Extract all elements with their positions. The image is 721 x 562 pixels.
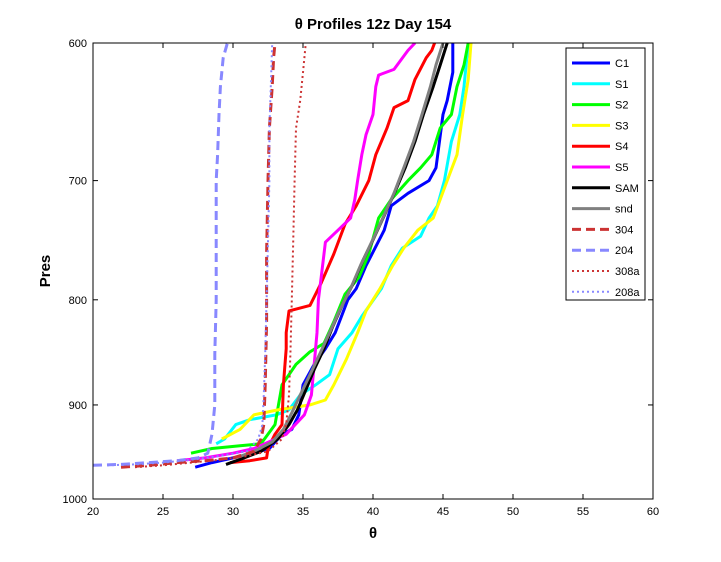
- legend-label-308a: 308a: [615, 266, 640, 278]
- legend-entry-304: 304: [572, 224, 633, 236]
- y-tick-label-800: 800: [69, 295, 87, 307]
- legend-label-S2: S2: [615, 100, 628, 112]
- series-line-snd: [235, 43, 445, 460]
- x-tick-label-55: 55: [577, 506, 589, 518]
- legend-entry-snd: snd: [572, 204, 633, 216]
- legend-entry-S2: S2: [572, 100, 628, 112]
- legend-label-snd: snd: [615, 204, 633, 216]
- legend: C1 S1 S2 S3 S4 S5 SAM snd 304 204 308a 208a: [565, 47, 646, 301]
- x-tick-label-25: 25: [157, 506, 169, 518]
- legend-entry-204: 204: [572, 245, 633, 257]
- legend-label-S1: S1: [615, 79, 628, 91]
- series-line-208a: [106, 43, 274, 467]
- y-tick-label-600: 600: [69, 38, 87, 50]
- legend-label-S3: S3: [615, 120, 628, 132]
- x-axis-label: θ: [369, 525, 377, 542]
- y-axis-label: Pres: [37, 255, 54, 288]
- legend-entry-208a: 208a: [572, 287, 640, 299]
- y-tick-label-900: 900: [69, 400, 87, 412]
- series-line-S3: [221, 43, 473, 441]
- chart-title: θ Profiles 12z Day 154: [295, 16, 452, 33]
- legend-entry-S1: S1: [572, 79, 628, 91]
- y-tick-label-1000: 1000: [63, 494, 87, 506]
- y-tick-label-700: 700: [69, 176, 87, 188]
- x-tick-label-20: 20: [87, 506, 99, 518]
- x-tick-label-45: 45: [437, 506, 449, 518]
- legend-label-204: 204: [615, 245, 633, 257]
- legend-box: [565, 47, 646, 301]
- legend-label-SAM: SAM: [615, 183, 639, 195]
- x-tick-label-30: 30: [227, 506, 239, 518]
- tick-layer: 20 25 30 35 40 45 50 55 60 600 700 800 900 1000: [63, 38, 660, 518]
- legend-label-C1: C1: [615, 58, 629, 70]
- x-tick-label-50: 50: [507, 506, 519, 518]
- series-layer: [93, 43, 473, 469]
- legend-entry-308a: 308a: [572, 266, 640, 278]
- x-tick-label-35: 35: [297, 506, 309, 518]
- legend-label-208a: 208a: [615, 287, 640, 299]
- legend-entry-SAM: SAM: [572, 183, 639, 195]
- legend-entry-S4: S4: [572, 141, 628, 153]
- series-line-S4: [230, 43, 437, 465]
- legend-entry-S5: S5: [572, 162, 628, 174]
- x-tick-label-60: 60: [647, 506, 659, 518]
- legend-label-S5: S5: [615, 162, 628, 174]
- series-line-S2: [190, 43, 470, 455]
- x-tick-label-40: 40: [367, 506, 379, 518]
- legend-label-S4: S4: [615, 141, 628, 153]
- legend-entry-C1: C1: [572, 58, 629, 70]
- legend-entry-S3: S3: [572, 120, 628, 132]
- legend-label-304: 304: [615, 224, 633, 236]
